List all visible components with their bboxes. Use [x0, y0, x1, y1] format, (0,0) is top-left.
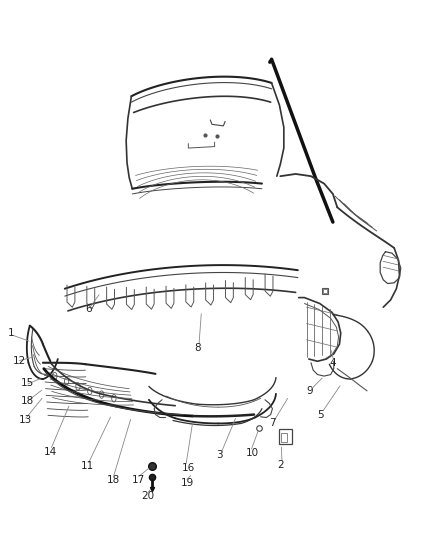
- Text: 5: 5: [317, 409, 324, 419]
- Text: 10: 10: [246, 448, 259, 458]
- Text: 1: 1: [8, 328, 14, 338]
- Text: 18: 18: [107, 475, 120, 484]
- Text: 3: 3: [216, 450, 223, 461]
- Text: 17: 17: [131, 475, 145, 484]
- Text: 2: 2: [278, 460, 284, 470]
- Bar: [279, 430, 292, 444]
- Text: 20: 20: [141, 491, 154, 501]
- Text: 13: 13: [19, 416, 32, 425]
- Text: 16: 16: [181, 463, 194, 473]
- Text: 15: 15: [21, 378, 34, 389]
- Text: 9: 9: [307, 386, 313, 396]
- Text: 19: 19: [180, 478, 194, 488]
- Text: 14: 14: [44, 447, 57, 457]
- Bar: [281, 433, 287, 442]
- Text: 18: 18: [21, 396, 34, 406]
- Text: 12: 12: [13, 356, 26, 366]
- Text: 6: 6: [85, 304, 92, 314]
- Text: 4: 4: [329, 358, 336, 368]
- Text: 8: 8: [194, 343, 201, 353]
- Text: 7: 7: [269, 418, 276, 429]
- Text: 11: 11: [81, 462, 94, 471]
